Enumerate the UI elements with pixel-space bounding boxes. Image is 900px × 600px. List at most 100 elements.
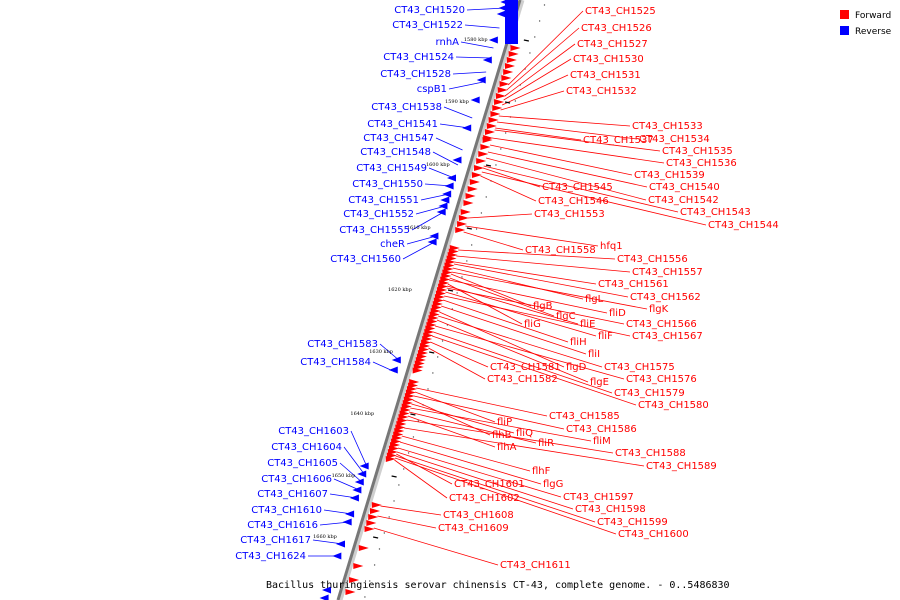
gene-label[interactable]: CT43_CH1585 — [549, 411, 620, 422]
gene-label[interactable]: fliQ — [516, 428, 533, 439]
tick-label: 1650 kbp — [332, 473, 356, 479]
gene-label[interactable]: CT43_CH1537 — [583, 135, 654, 146]
gene-label[interactable]: flhF — [532, 466, 551, 477]
gene-label[interactable]: CT43_CH1547 — [363, 133, 434, 144]
gene-label[interactable]: flgG — [543, 479, 563, 490]
gene-label[interactable]: flgK — [649, 304, 669, 315]
gene-label[interactable]: CT43_CH1600 — [618, 529, 689, 540]
gene-label[interactable]: CT43_CH1608 — [443, 510, 514, 521]
gene-label[interactable]: CT43_CH1544 — [708, 220, 779, 231]
gene-label[interactable]: CT43_CH1528 — [380, 69, 451, 80]
gene-label[interactable]: CT43_CH1567 — [632, 331, 703, 342]
gene-label[interactable]: flgD — [566, 362, 587, 373]
gene-label[interactable]: CT43_CH1561 — [598, 279, 669, 290]
gene-label[interactable]: CT43_CH1589 — [646, 461, 717, 472]
gene-label[interactable]: CT43_CH1538 — [371, 102, 442, 113]
gene-label[interactable]: CT43_CH1583 — [307, 339, 378, 350]
gene-label[interactable]: CT43_CH1533 — [632, 121, 703, 132]
gene-label[interactable]: CT43_CH1581 — [490, 362, 561, 373]
gene-label[interactable]: fliD — [609, 308, 626, 319]
gene-label[interactable]: CT43_CH1603 — [278, 426, 349, 437]
gene-label[interactable]: fliI — [588, 349, 600, 360]
gene-label[interactable]: flgC — [556, 311, 576, 322]
gene-label[interactable]: CT43_CH1550 — [352, 179, 423, 190]
gene-label[interactable]: CT43_CH1532 — [566, 86, 637, 97]
gene-label[interactable]: CT43_CH1531 — [570, 70, 641, 81]
gene-label[interactable]: flgL — [585, 294, 604, 305]
gene-label[interactable]: fliE — [580, 319, 595, 330]
gene-label[interactable]: CT43_CH1579 — [614, 388, 685, 399]
gene-label[interactable]: CT43_CH1566 — [626, 319, 697, 330]
gene-label[interactable]: CT43_CH1599 — [597, 517, 668, 528]
gene-label[interactable]: CT43_CH1611 — [500, 560, 571, 571]
gene-label[interactable]: CT43_CH1555 — [339, 225, 410, 236]
gene-label[interactable]: CT43_CH1601 — [454, 479, 525, 490]
gene-label[interactable]: CT43_CH1551 — [348, 195, 419, 206]
gene-label[interactable]: flgB — [533, 301, 553, 312]
gene-label[interactable]: CT43_CH1616 — [247, 520, 318, 531]
gene-label[interactable]: CT43_CH1598 — [575, 504, 646, 515]
backbone-line — [336, 0, 522, 600]
gene-label[interactable]: CT43_CH1582 — [487, 374, 558, 385]
gene-label[interactable]: CT43_CH1541 — [367, 119, 438, 130]
gene-label[interactable]: CT43_CH1602 — [449, 493, 520, 504]
gene-label[interactable]: CT43_CH1536 — [666, 158, 737, 169]
gene-label[interactable]: CT43_CH1535 — [662, 146, 733, 157]
gene-label[interactable]: fliF — [598, 331, 613, 342]
gene-label[interactable]: CT43_CH1530 — [573, 54, 644, 65]
gene-label[interactable]: CT43_CH1552 — [343, 209, 414, 220]
gene-label[interactable]: CT43_CH1527 — [577, 39, 648, 50]
tick-mark — [391, 475, 397, 478]
gene-label[interactable]: CT43_CH1586 — [566, 424, 637, 435]
gene-label[interactable]: CT43_CH1604 — [271, 442, 342, 453]
gene-label[interactable]: CT43_CH1534 — [639, 134, 710, 145]
gene-label[interactable]: CT43_CH1539 — [634, 170, 705, 181]
leader-line — [404, 427, 645, 467]
gene-label[interactable]: CT43_CH1540 — [649, 182, 720, 193]
gene-label[interactable]: CT43_CH1542 — [648, 195, 719, 206]
gene-label[interactable]: fliR — [538, 438, 554, 449]
gene-label[interactable]: flhA — [497, 442, 517, 453]
gene-label[interactable]: cheR — [380, 239, 405, 250]
gene-label[interactable]: CT43_CH1560 — [330, 254, 401, 265]
gene-label[interactable]: CT43_CH1557 — [632, 267, 703, 278]
gene-label[interactable]: CT43_CH1610 — [251, 505, 322, 516]
gene-label[interactable]: CT43_CH1606 — [261, 474, 332, 485]
gene-label[interactable]: CT43_CH1524 — [383, 52, 454, 63]
gene-label[interactable]: hfq1 — [600, 241, 623, 252]
gene-label[interactable]: CT43_CH1543 — [680, 207, 751, 218]
gene-label[interactable]: CT43_CH1617 — [240, 535, 311, 546]
gene-label[interactable]: CT43_CH1580 — [638, 400, 709, 411]
gene-label[interactable]: CT43_CH1576 — [626, 374, 697, 385]
gene-label[interactable]: fliP — [497, 417, 512, 428]
gene-label[interactable]: CT43_CH1588 — [615, 448, 686, 459]
gene-label[interactable]: flhB — [492, 430, 512, 441]
gene-label[interactable]: CT43_CH1597 — [563, 492, 634, 503]
gene-label[interactable]: CT43_CH1526 — [581, 23, 652, 34]
gene-label[interactable]: CT43_CH1520 — [394, 5, 465, 16]
gene-label[interactable]: flgE — [590, 377, 609, 388]
gene-label[interactable]: CT43_CH1562 — [630, 292, 701, 303]
gene-label[interactable]: rnhA — [436, 37, 460, 48]
gene-label[interactable]: CT43_CH1548 — [360, 147, 431, 158]
gene-label[interactable]: CT43_CH1584 — [300, 357, 371, 368]
gene-label[interactable]: CT43_CH1605 — [267, 458, 338, 469]
gene-label[interactable]: CT43_CH1545 — [542, 182, 613, 193]
gene-label[interactable]: CT43_CH1556 — [617, 254, 688, 265]
gene-label[interactable]: CT43_CH1624 — [235, 551, 306, 562]
gene-label[interactable]: CT43_CH1553 — [534, 209, 605, 220]
gene-label[interactable]: fliM — [593, 436, 611, 447]
gene-label[interactable]: CT43_CH1575 — [604, 362, 675, 373]
leader-line — [442, 299, 569, 343]
gene-label[interactable]: CT43_CH1549 — [356, 163, 427, 174]
leader-line — [413, 395, 565, 430]
gene-label[interactable]: CT43_CH1607 — [257, 489, 328, 500]
gene-label[interactable]: CT43_CH1525 — [585, 6, 656, 17]
gene-label[interactable]: CT43_CH1558 — [525, 245, 596, 256]
gene-label[interactable]: cspB1 — [417, 84, 447, 95]
gene-label[interactable]: CT43_CH1522 — [392, 20, 463, 31]
gene-label[interactable]: fliH — [570, 337, 587, 348]
gene-label[interactable]: CT43_CH1609 — [438, 523, 509, 534]
gene-label[interactable]: CT43_CH1546 — [538, 196, 609, 207]
gene-label[interactable]: fliG — [524, 319, 541, 330]
